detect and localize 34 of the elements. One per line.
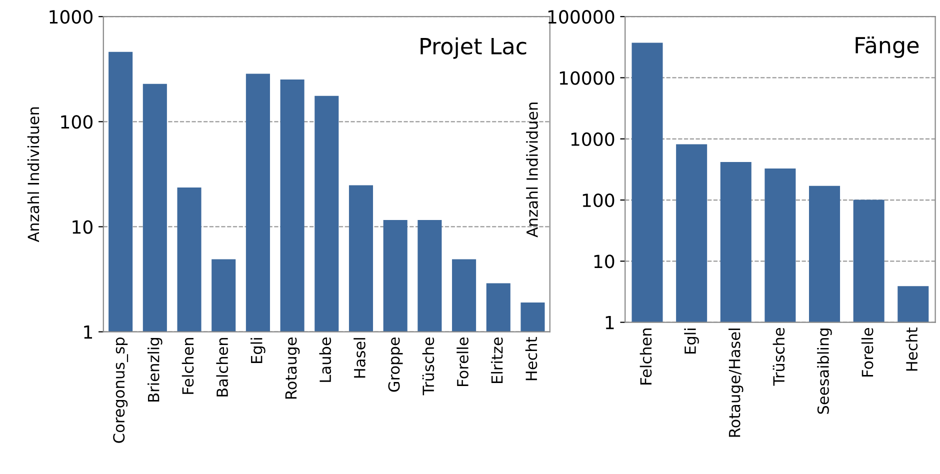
x-tick-label: Coregonus_sp [113,338,128,443]
x-tick-label: Balchen [216,338,228,396]
y-axis-title: Anzahl Individuen [526,102,538,238]
text: Projet Lac [420,37,526,59]
x-tick-label: Laube [319,337,332,382]
y-tick-label: 1000 [571,132,614,146]
y-tick-label: 1000 [50,10,92,24]
y-axis-title: Anzahl Individuen [27,107,40,242]
x-tick-label: Forelle [456,337,468,386]
text: Fänge [856,36,919,58]
x-tick-label: Felchen [640,328,652,384]
x-tick-label: Brienzlig [148,338,162,402]
y-tick-label: 10000 [560,71,614,85]
x-tick-label: Hasel [354,338,366,378]
x-tick-label: Forelle [861,328,874,376]
y-tick-label: 100 [61,115,92,129]
y-tick-label: 1 [84,325,92,339]
y-tick-label: 10 [594,254,614,268]
x-tick-label: Rotauge/Hasel [728,328,744,437]
x-tick-label: Trüsche [422,337,434,396]
x-tick-label: Seesaibling [817,328,832,414]
y-tick-label: 100 [582,193,614,208]
x-tick-label: Elritze [490,337,503,383]
y-tick-label: 1 [606,316,614,330]
x-tick-label: Egli [684,328,699,354]
y-tick-label: 10 [72,220,92,234]
x-tick-label: Trüsche [772,328,785,386]
x-tick-label: Felchen [182,338,194,394]
x-tick-label: Egli [250,338,266,364]
x-tick-label: Rotauge [285,337,300,399]
x-tick-label: Hecht [525,337,538,380]
y-tick-label: 100000 [548,10,614,24]
x-tick-label: Groppe [388,337,403,392]
x-tick-label: Hecht [906,328,918,371]
